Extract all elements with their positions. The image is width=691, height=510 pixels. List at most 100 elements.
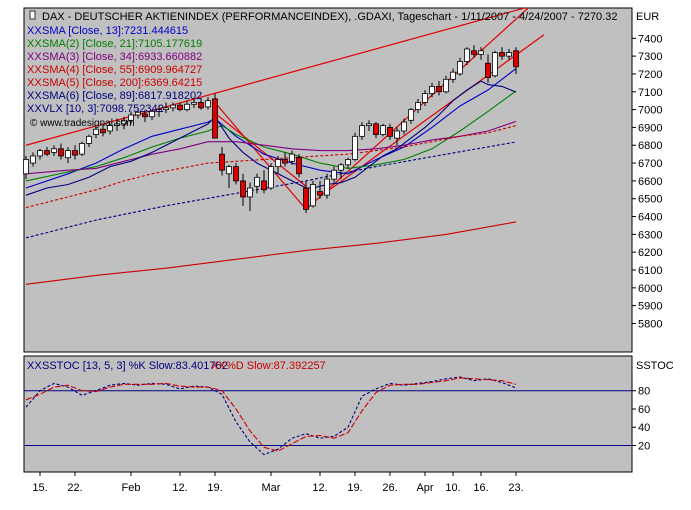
candle — [51, 145, 57, 156]
candle-body — [485, 62, 491, 78]
candle — [226, 164, 232, 189]
stoch-tick-label: 20 — [638, 441, 650, 453]
series-line-1 — [25, 68, 517, 189]
x-tick-label: Apr — [416, 482, 433, 494]
x-tick-label: 12. — [312, 482, 327, 494]
candle — [338, 163, 344, 180]
candle — [114, 118, 120, 131]
candle-body — [429, 86, 435, 94]
candle — [254, 173, 260, 194]
stoch-line-1 — [25, 376, 517, 456]
candle — [163, 102, 169, 114]
x-tick-label: 22. — [67, 482, 82, 494]
candle-body — [58, 148, 64, 157]
candle-body — [268, 166, 274, 189]
candle-body — [93, 128, 99, 135]
candle-body — [387, 127, 393, 137]
candle — [492, 50, 498, 78]
candle — [513, 47, 519, 74]
stoch-panel — [23, 355, 633, 473]
candle-body — [359, 125, 365, 137]
candle-body — [499, 52, 505, 57]
candle-body — [464, 48, 470, 62]
price-tick-label: 6600 — [638, 176, 662, 188]
stoch-axis-label: SSTOC — [636, 360, 674, 372]
legend-marker-icon: XX — [211, 360, 226, 372]
trendline-1 — [25, 8, 527, 146]
candle-body — [51, 148, 57, 153]
candle — [93, 127, 99, 139]
candle — [142, 109, 148, 123]
x-tick-label: 15. — [32, 482, 47, 494]
candle-body — [492, 52, 498, 77]
candle-body — [79, 143, 85, 155]
x-tick-label: Feb — [122, 482, 141, 494]
candle — [401, 118, 407, 135]
candle-body — [170, 104, 176, 109]
price-legend-item: SMA(4) [Close, 55]:6909.964727 — [42, 64, 202, 76]
price-tick-label: 6100 — [638, 265, 662, 277]
candle-body — [72, 150, 78, 156]
candle-body — [254, 176, 260, 187]
candle — [44, 147, 50, 156]
x-tick-label: 16. — [473, 482, 488, 494]
candle-body — [450, 71, 456, 80]
price-legend-item: SMA(3) [Close, 34]:6933.660882 — [42, 51, 202, 63]
x-tick-label: 26. — [382, 482, 397, 494]
candle-body — [380, 125, 386, 135]
candle-body — [226, 166, 232, 175]
candle-body — [191, 102, 197, 105]
candle — [240, 173, 246, 206]
candle — [170, 102, 176, 112]
candle-body — [261, 180, 267, 191]
candle-body — [282, 159, 288, 164]
candle-body — [163, 107, 169, 110]
candle — [65, 147, 71, 164]
candle — [422, 89, 428, 107]
candle-body — [513, 50, 519, 68]
trendline-5 — [214, 112, 307, 187]
candle-body — [240, 180, 246, 198]
candle-body — [401, 121, 407, 132]
price-legend-item: SMA [Close, 13]:7231.444615 — [42, 25, 188, 37]
legend-marker-icon: XX — [27, 38, 42, 50]
candle — [506, 48, 512, 60]
candle — [478, 47, 484, 60]
candle — [373, 122, 379, 139]
candle — [457, 57, 463, 76]
candle-body — [177, 104, 183, 110]
candle — [191, 98, 197, 108]
candle — [450, 68, 456, 83]
candle-body — [324, 178, 330, 196]
candle — [352, 132, 358, 162]
candle — [23, 155, 29, 180]
candle-body — [107, 125, 113, 132]
candle-body — [289, 153, 295, 162]
candle-body — [212, 98, 218, 139]
candle — [310, 180, 316, 208]
candle-body — [30, 155, 36, 164]
candle — [86, 134, 92, 148]
candle — [72, 145, 78, 160]
candle — [135, 107, 141, 119]
candle — [247, 182, 253, 212]
candle-body — [310, 184, 316, 207]
price-tick-label: 6200 — [638, 247, 662, 259]
candle — [198, 98, 204, 110]
candle-body — [506, 52, 512, 57]
price-legend-item: VLX [10, 3]:7098.752342 — [42, 103, 164, 115]
stoch-tick-label: 60 — [638, 404, 650, 416]
candle — [415, 98, 421, 114]
candle — [464, 47, 470, 66]
candle — [317, 180, 323, 199]
candle — [387, 123, 393, 140]
candle-body — [373, 123, 379, 135]
candle-body — [184, 103, 190, 110]
candle — [107, 123, 113, 135]
candle — [275, 155, 281, 174]
price-tick-label: 7100 — [638, 87, 662, 99]
candle — [303, 180, 309, 213]
x-tick-label: 12. — [172, 482, 187, 494]
candle-body — [338, 164, 344, 171]
stoch-legend-d: %D Slow:87.392257 — [226, 360, 326, 372]
